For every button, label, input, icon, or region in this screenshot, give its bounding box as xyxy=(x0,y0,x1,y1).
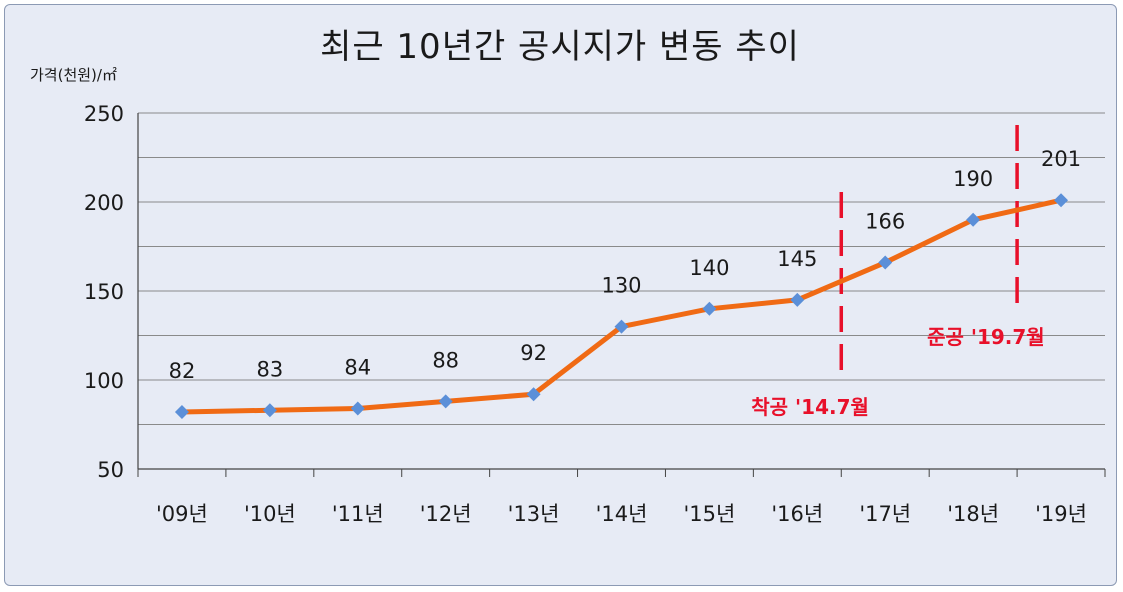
x-tick-label: '19년 xyxy=(1035,502,1087,526)
annotation-lines xyxy=(839,125,1019,378)
x-tick-label: '18년 xyxy=(947,502,999,526)
x-tick-label: '10년 xyxy=(244,502,296,526)
x-tick-label: '12년 xyxy=(420,502,472,526)
x-tick-label: '13년 xyxy=(508,502,560,526)
data-label: 201 xyxy=(1041,147,1081,171)
chart-frame xyxy=(4,4,1117,586)
y-tick-label: 100 xyxy=(84,369,124,393)
x-tick-label: '16년 xyxy=(771,502,823,526)
data-point xyxy=(526,387,541,402)
data-point xyxy=(966,212,981,227)
data-label: 83 xyxy=(256,357,283,381)
annotation-labels: 착공 '14.7월 준공 '19.7월 xyxy=(751,325,1044,419)
data-label: 88 xyxy=(432,348,459,372)
data-label: 130 xyxy=(601,274,641,298)
data-markers xyxy=(174,193,1069,420)
data-label: 82 xyxy=(169,359,196,383)
x-tick-label: '11년 xyxy=(332,502,384,526)
annotation-label: 착공 '14.7월 xyxy=(751,395,869,419)
data-label: 92 xyxy=(520,341,547,365)
x-tick-label: '15년 xyxy=(683,502,735,526)
data-point xyxy=(262,403,277,418)
data-labels: 82 83 84 88 92 130 140 145 166 190 201 xyxy=(169,147,1082,383)
data-point xyxy=(350,401,365,416)
y-tick-label: 50 xyxy=(97,458,124,482)
data-point xyxy=(790,292,805,307)
x-tick-label: '09년 xyxy=(156,502,208,526)
data-label: 190 xyxy=(953,167,993,191)
y-axis-label: 가격(천원)/㎡ xyxy=(30,66,117,84)
data-point xyxy=(702,301,717,316)
data-label: 140 xyxy=(689,256,729,280)
x-tick-label: '14년 xyxy=(596,502,648,526)
y-axis-ticks: 250 200 150 100 50 xyxy=(84,102,124,482)
data-point xyxy=(174,405,189,420)
y-tick-label: 200 xyxy=(84,191,124,215)
data-point xyxy=(878,255,893,270)
data-label: 166 xyxy=(865,210,905,234)
data-label: 84 xyxy=(344,355,371,379)
x-axis-ticks: '09년 '10년 '11년 '12년 '13년 '14년 '15년 '16년 '17년 '18년… xyxy=(156,502,1087,526)
y-tick-label: 150 xyxy=(84,280,124,304)
y-tick-label: 250 xyxy=(84,102,124,126)
data-point xyxy=(1054,193,1069,208)
data-point xyxy=(614,319,629,334)
data-point xyxy=(438,394,453,409)
gridlines xyxy=(137,112,1106,477)
chart-title: 최근 10년간 공시지가 변동 추이 xyxy=(320,27,800,67)
annotation-label: 준공 '19.7월 xyxy=(927,325,1045,349)
data-label: 145 xyxy=(777,247,817,271)
x-tick-label: '17년 xyxy=(859,502,911,526)
